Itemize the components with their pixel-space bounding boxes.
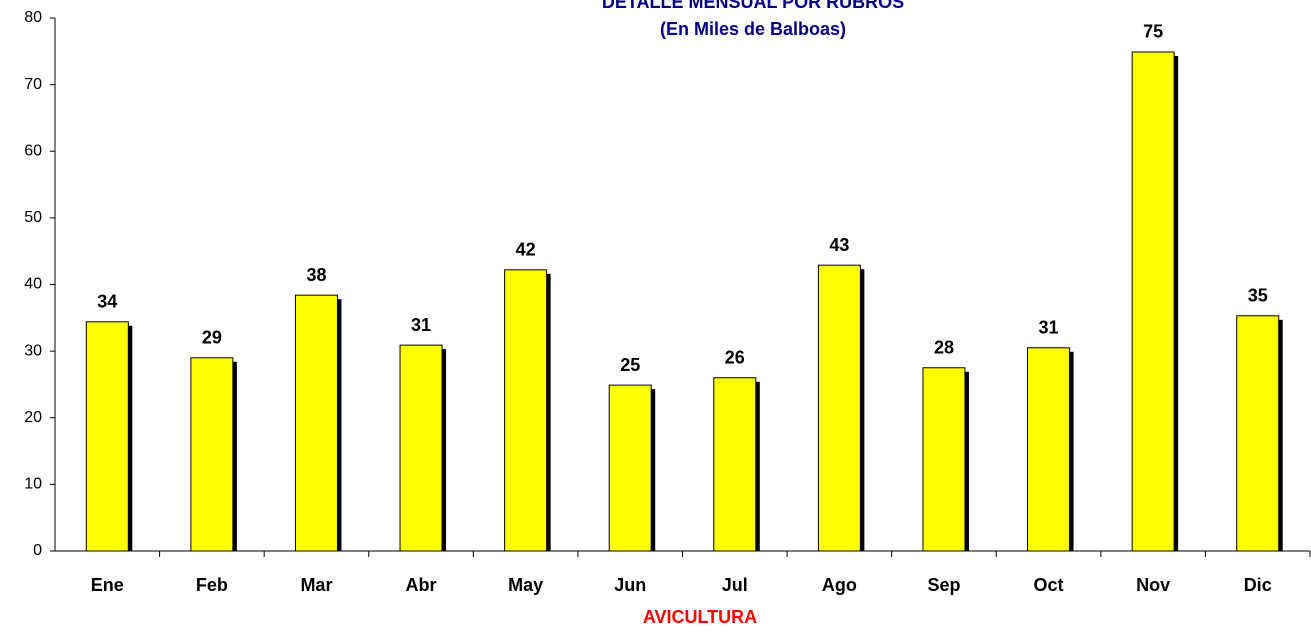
bar xyxy=(504,269,548,552)
x-tick-label: Jul xyxy=(722,575,748,595)
x-tick-label: Mar xyxy=(300,575,332,595)
y-tick-label: 70 xyxy=(24,76,42,93)
chart-subtitle: (En Miles de Balboas) xyxy=(660,19,846,39)
x-tick-label: Oct xyxy=(1034,575,1064,595)
bar xyxy=(294,294,338,552)
bar xyxy=(190,357,234,552)
data-label: 35 xyxy=(1248,286,1268,306)
data-label: 29 xyxy=(202,328,222,348)
x-tick-label: Nov xyxy=(1136,575,1170,595)
data-label: 34 xyxy=(97,292,117,312)
bar xyxy=(922,367,966,552)
y-tick-label: 80 xyxy=(24,9,42,26)
bar xyxy=(608,384,652,552)
chart-title: DETALLE MENSUAL POR RUBROS xyxy=(602,0,904,12)
data-label: 26 xyxy=(725,348,745,368)
bar xyxy=(817,264,861,552)
bar xyxy=(85,321,129,552)
bar xyxy=(1027,347,1071,552)
bar xyxy=(713,377,757,552)
x-tick-label: Ago xyxy=(822,575,857,595)
bar xyxy=(1236,315,1280,552)
x-tick-label: May xyxy=(508,575,543,595)
y-tick-label: 10 xyxy=(24,476,42,493)
data-label: 42 xyxy=(516,240,536,260)
x-axis-title: AVICULTURA xyxy=(643,607,757,627)
data-label: 75 xyxy=(1143,22,1163,42)
bar xyxy=(399,344,443,552)
y-tick-label: 60 xyxy=(24,142,42,159)
data-label: 38 xyxy=(306,265,326,285)
y-tick-label: 30 xyxy=(24,342,42,359)
x-tick-label: Ene xyxy=(91,575,124,595)
x-tick-label: Feb xyxy=(196,575,228,595)
bar xyxy=(1131,51,1175,552)
y-tick-label: 20 xyxy=(24,409,42,426)
x-tick-label: Jun xyxy=(614,575,646,595)
x-tick-label: Dic xyxy=(1244,575,1272,595)
data-label: 43 xyxy=(829,235,849,255)
data-label: 25 xyxy=(620,355,640,375)
y-tick-label: 40 xyxy=(24,276,42,293)
y-tick-label: 50 xyxy=(24,209,42,226)
data-label: 28 xyxy=(934,338,954,358)
y-tick-label: 0 xyxy=(33,542,42,559)
data-label: 31 xyxy=(1039,318,1059,338)
x-tick-label: Abr xyxy=(406,575,437,595)
data-label: 31 xyxy=(411,315,431,335)
x-tick-label: Sep xyxy=(927,575,960,595)
